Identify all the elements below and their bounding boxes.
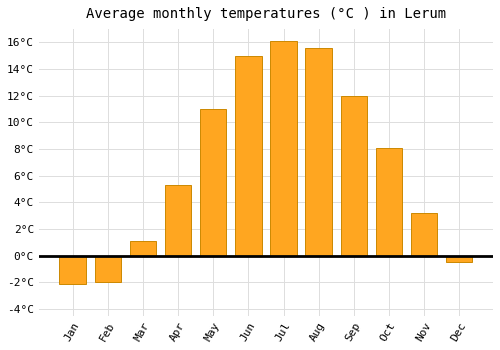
- Bar: [411, 213, 438, 256]
- Bar: [165, 185, 191, 256]
- Bar: [200, 109, 226, 256]
- Bar: [270, 41, 296, 256]
- Bar: [94, 256, 121, 282]
- Bar: [376, 148, 402, 256]
- Bar: [130, 241, 156, 256]
- Bar: [60, 256, 86, 284]
- Bar: [446, 256, 472, 262]
- Bar: [235, 56, 262, 256]
- Bar: [340, 96, 367, 256]
- Title: Average monthly temperatures (°C ) in Lerum: Average monthly temperatures (°C ) in Le…: [86, 7, 446, 21]
- Bar: [306, 48, 332, 255]
